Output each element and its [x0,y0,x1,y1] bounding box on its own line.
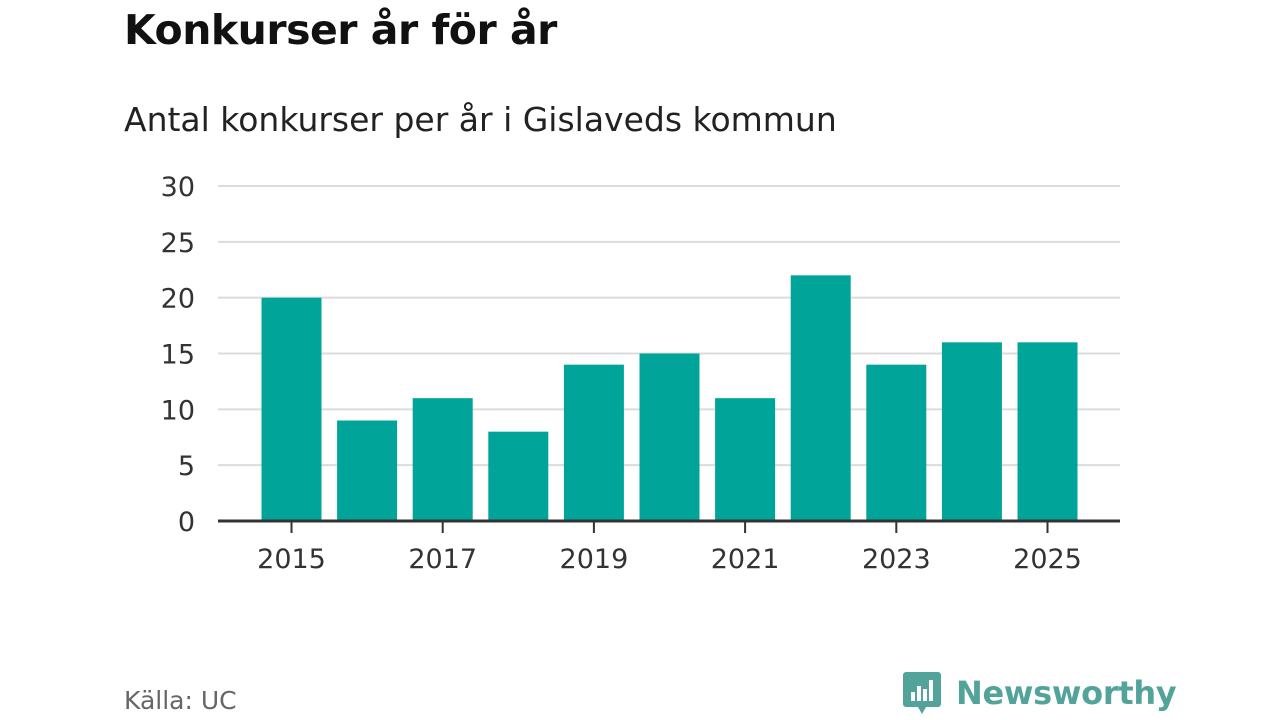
bar-chart-bubble-icon [903,672,941,714]
bar [639,353,700,521]
x-tick-label: 2023 [862,544,931,575]
bar [337,420,398,521]
bar [715,398,776,521]
axes [218,519,1120,533]
y-tick-label: 10 [161,395,195,426]
x-tick-label: 2015 [257,544,326,575]
x-tick-label: 2019 [560,544,629,575]
x-tick-label: 2025 [1013,544,1082,575]
y-tick-label: 20 [161,284,195,315]
bar [866,364,927,521]
bar [261,297,322,521]
bar [563,364,624,521]
bar [412,398,473,521]
x-tick-label: 2017 [408,544,477,575]
bar [488,431,549,521]
y-tick-label: 25 [161,228,195,259]
y-tick-label: 5 [178,451,195,482]
y-tick-label: 30 [161,172,195,203]
bar [941,342,1002,521]
y-tick-label: 15 [161,340,195,371]
brand-name: Newsworthy [956,674,1177,712]
bar [790,275,851,521]
bar [1017,342,1078,521]
source-note: Källa: UC [124,686,237,715]
x-tick-label: 2021 [711,544,780,575]
chart-subtitle: Antal konkurser per år i Gislaveds kommu… [124,100,837,139]
bars [261,275,1078,521]
chart-title: Konkurser år för år [124,6,557,54]
y-tick-label: 0 [178,507,195,538]
brand-logo: Newsworthy [902,670,1177,716]
